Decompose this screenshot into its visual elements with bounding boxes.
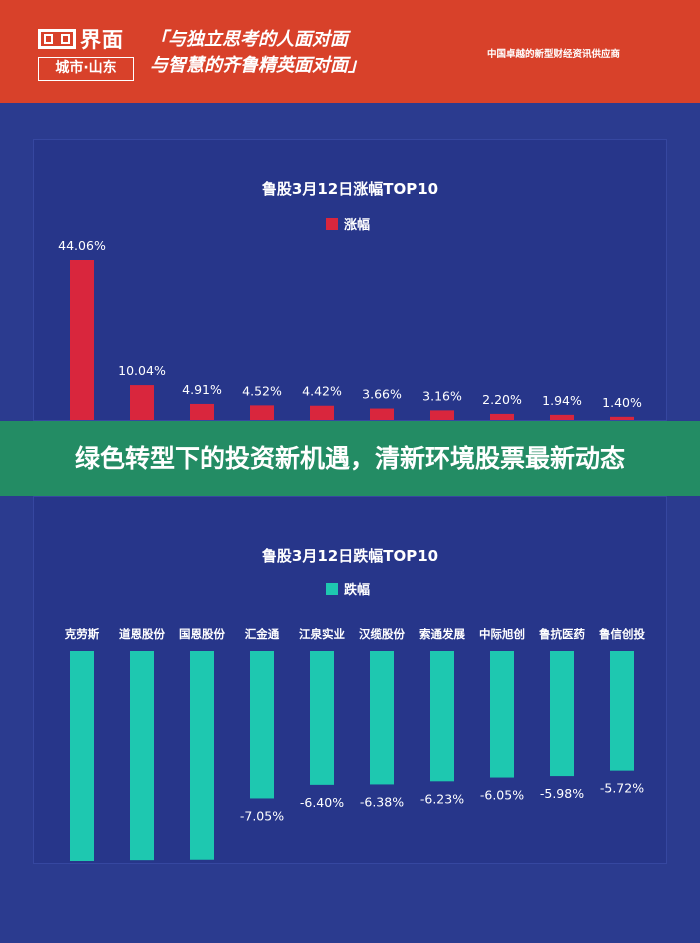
value-label: 2.20% — [482, 392, 522, 407]
bar — [70, 651, 94, 861]
bar — [490, 651, 514, 778]
bar — [430, 410, 454, 420]
legend-label: 涨幅 — [343, 217, 370, 233]
category-label: 鲁抗医药 — [539, 627, 585, 641]
slogan-line-1: 「与独立思考的人面对面 — [150, 29, 348, 50]
legend-swatch — [326, 218, 338, 230]
value-label: 44.06% — [58, 238, 106, 253]
logo-mark-icon — [38, 29, 76, 49]
slogan-line-2: 与智慧的齐鲁精英面对面」 — [150, 55, 366, 76]
headline-text: 绿色转型下的投资新机遇，清新环境股票最新动态 — [74, 443, 625, 473]
bar — [190, 403, 214, 420]
category-label: 鲁信创投 — [599, 627, 645, 641]
bar — [430, 651, 454, 782]
gainers-chart: 鲁股3月12日涨幅TOP10 涨幅 44.06% 10.04% 4.91% 4.52% 4.… — [58, 180, 642, 420]
value-label: -6.23% — [420, 791, 464, 806]
bar — [370, 408, 394, 420]
bar — [490, 413, 514, 420]
value-label: -5.72% — [600, 781, 644, 796]
headline-banner: 绿色转型下的投资新机遇，清新环境股票最新动态 — [0, 421, 700, 496]
header-bar: 界面 城市·山东 「与独立思考的人面对面 与智慧的齐鲁精英面对面」 中国卓越的新… — [0, 0, 700, 103]
legend-label: 跌幅 — [344, 582, 370, 598]
bar — [130, 385, 154, 420]
legend-swatch — [326, 583, 338, 595]
bar — [310, 405, 334, 420]
category-label: 克劳斯 — [64, 627, 100, 641]
bar — [70, 260, 94, 420]
slogan: 「与独立思考的人面对面 与智慧的齐鲁精英面对面」 — [150, 27, 420, 79]
value-label: -6.40% — [300, 795, 344, 810]
gainers-chart-panel: 鲁股3月12日涨幅TOP10 涨幅 44.06% 10.04% 4.91% 4.52% 4.… — [33, 139, 667, 421]
bar — [550, 651, 574, 777]
value-label: 4.52% — [242, 383, 282, 398]
bar — [370, 651, 394, 785]
category-label: 索通发展 — [419, 627, 465, 641]
category-label: 汇金通 — [245, 627, 280, 641]
value-label: -5.98% — [540, 786, 584, 801]
category-label: 江泉实业 — [299, 627, 345, 641]
value-label: 3.66% — [362, 387, 402, 402]
value-label: 10.04% — [118, 363, 166, 378]
category-label: 国恩股份 — [179, 627, 225, 641]
losers-chart: 鲁股3月12日跌幅TOP10跌幅克劳斯-10.04%道恩股份-10.00%国恩股… — [64, 547, 645, 861]
bar — [250, 405, 274, 420]
value-label: 4.91% — [182, 382, 222, 397]
value-label: 1.40% — [602, 395, 642, 410]
bar — [310, 651, 334, 785]
value-label: 4.42% — [302, 384, 342, 399]
tagline: 中国卓越的新型财经资讯供应商 — [487, 49, 621, 60]
bar — [250, 651, 274, 799]
brand-logo: 界面 城市·山东 — [38, 26, 134, 82]
value-label: 1.94% — [542, 393, 582, 408]
logo-subtitle: 城市·山东 — [38, 57, 134, 81]
value-label: -7.05% — [240, 808, 284, 823]
losers-chart-panel: 鲁股3月12日跌幅TOP10跌幅克劳斯-10.04%道恩股份-10.00%国恩股… — [33, 496, 667, 864]
category-label: 汉缆股份 — [359, 627, 405, 641]
value-label: 3.16% — [422, 388, 462, 403]
value-label: -6.38% — [360, 794, 404, 809]
chart-title: 鲁股3月12日涨幅TOP10 — [262, 180, 438, 198]
value-label: -6.05% — [480, 788, 524, 803]
bar — [610, 416, 634, 420]
category-label: 道恩股份 — [119, 627, 165, 641]
chart-title: 鲁股3月12日跌幅TOP10 — [262, 547, 438, 565]
bar — [190, 651, 214, 860]
bar — [550, 414, 574, 420]
bar — [610, 651, 634, 771]
logo-name: 界面 — [80, 28, 124, 52]
bar — [130, 651, 154, 861]
category-label: 中际旭创 — [479, 627, 525, 641]
